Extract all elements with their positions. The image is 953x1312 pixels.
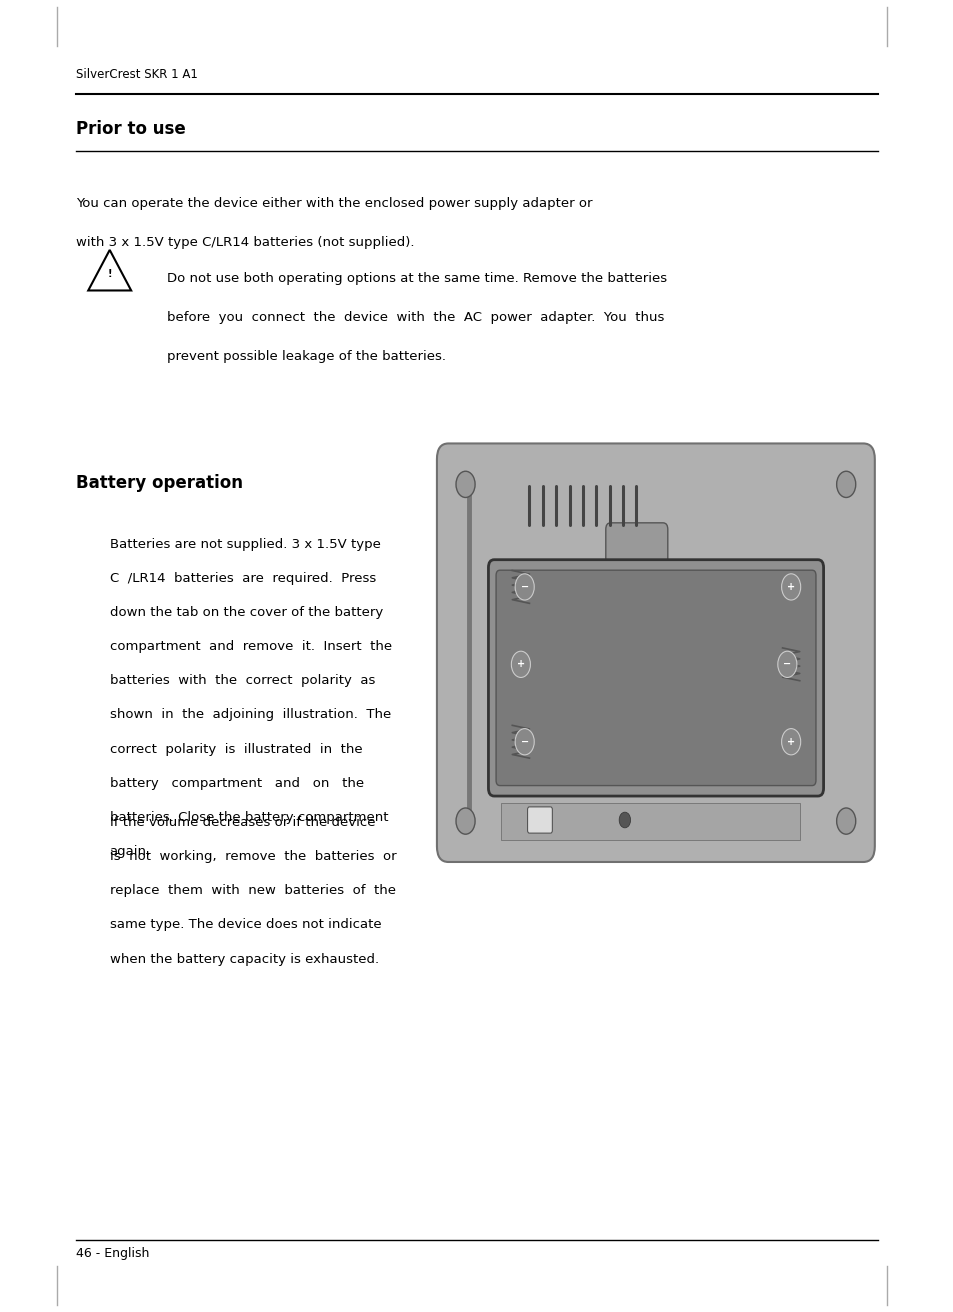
Text: Prior to use: Prior to use [76, 119, 186, 138]
Text: +: + [786, 737, 795, 747]
Text: shown  in  the  adjoining  illustration.  The: shown in the adjoining illustration. The [110, 708, 391, 722]
Text: 46 - English: 46 - English [76, 1246, 150, 1260]
Text: is  not  working,  remove  the  batteries  or: is not working, remove the batteries or [110, 850, 395, 863]
Text: before  you  connect  the  device  with  the  AC  power  adapter.  You  thus: before you connect the device with the A… [167, 311, 663, 324]
Circle shape [515, 728, 534, 754]
FancyBboxPatch shape [436, 443, 874, 862]
Text: battery   compartment   and   on   the: battery compartment and on the [110, 777, 363, 790]
Text: C  /LR14  batteries  are  required.  Press: C /LR14 batteries are required. Press [110, 572, 375, 585]
Text: +: + [786, 583, 795, 592]
Text: −: − [520, 583, 528, 592]
Text: Battery operation: Battery operation [76, 474, 243, 492]
Text: −: − [782, 660, 791, 669]
FancyBboxPatch shape [605, 522, 667, 581]
Text: You can operate the device either with the enclosed power supply adapter or: You can operate the device either with t… [76, 197, 592, 210]
Circle shape [456, 808, 475, 834]
Text: Do not use both operating options at the same time. Remove the batteries: Do not use both operating options at the… [167, 272, 666, 285]
Circle shape [836, 808, 855, 834]
Text: replace  them  with  new  batteries  of  the: replace them with new batteries of the [110, 884, 395, 897]
Circle shape [515, 573, 534, 600]
Text: same type. The device does not indicate: same type. The device does not indicate [110, 918, 381, 932]
Circle shape [836, 471, 855, 497]
Circle shape [511, 651, 530, 677]
Text: batteries. Close the battery compartment: batteries. Close the battery compartment [110, 811, 388, 824]
Circle shape [618, 812, 630, 828]
Text: Batteries are not supplied. 3 x 1.5V type: Batteries are not supplied. 3 x 1.5V typ… [110, 538, 380, 551]
Text: when the battery capacity is exhausted.: when the battery capacity is exhausted. [110, 953, 378, 966]
Text: down the tab on the cover of the battery: down the tab on the cover of the battery [110, 606, 382, 619]
Circle shape [777, 651, 796, 677]
Text: −: − [520, 737, 528, 747]
Text: If the volume decreases or if the device: If the volume decreases or if the device [110, 816, 375, 829]
Bar [500, 803, 799, 840]
Text: batteries  with  the  correct  polarity  as: batteries with the correct polarity as [110, 674, 375, 687]
Text: +: + [517, 660, 524, 669]
FancyBboxPatch shape [496, 571, 815, 786]
Text: SilverCrest SKR 1 A1: SilverCrest SKR 1 A1 [76, 68, 198, 81]
Text: !: ! [108, 269, 112, 278]
Circle shape [781, 728, 800, 754]
Text: prevent possible leakage of the batteries.: prevent possible leakage of the batterie… [167, 350, 445, 363]
Circle shape [456, 471, 475, 497]
FancyBboxPatch shape [527, 807, 552, 833]
Text: compartment  and  remove  it.  Insert  the: compartment and remove it. Insert the [110, 640, 392, 653]
Text: with 3 x 1.5V type C/LR14 batteries (not supplied).: with 3 x 1.5V type C/LR14 batteries (not… [76, 236, 415, 249]
Text: correct  polarity  is  illustrated  in  the: correct polarity is illustrated in the [110, 743, 362, 756]
Circle shape [781, 573, 800, 600]
Text: again.: again. [110, 845, 151, 858]
FancyBboxPatch shape [488, 560, 822, 796]
